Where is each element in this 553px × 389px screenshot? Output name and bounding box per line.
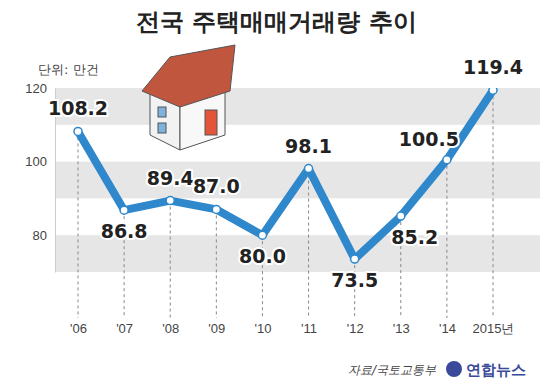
drop-line xyxy=(170,201,171,318)
marker xyxy=(120,206,128,214)
x-tick: '10 xyxy=(254,318,271,336)
x-tick: '11 xyxy=(301,318,317,336)
data-label: 80.0 xyxy=(239,245,286,267)
data-label: 98.1 xyxy=(285,135,332,157)
credit: 연합뉴스 xyxy=(466,361,526,379)
marker xyxy=(166,197,174,205)
y-tick: 80 xyxy=(33,228,55,243)
x-tick: '08 xyxy=(162,318,179,336)
data-labels: 108.2 86.8 89.487.0 80.0 98.1 73.5 85.2 100.5 11… xyxy=(48,56,523,291)
data-label: 73.5 xyxy=(331,269,378,291)
marker xyxy=(258,231,266,239)
x-tick-label: '14 xyxy=(439,321,456,336)
marker xyxy=(74,127,82,135)
x-tick: '07 xyxy=(116,318,133,336)
data-label: 108.2 xyxy=(48,97,108,119)
x-tick-label: '06 xyxy=(70,321,87,336)
grid xyxy=(55,88,540,272)
house-roof xyxy=(142,45,235,107)
x-tick-label: '10 xyxy=(254,321,271,336)
x-tick-label: '12 xyxy=(347,321,364,336)
x-tick-label: '13 xyxy=(393,321,410,336)
x-tick: '09 xyxy=(208,318,225,336)
marker xyxy=(212,205,220,213)
series-line xyxy=(78,90,493,259)
house-icon xyxy=(142,45,235,150)
drop-line xyxy=(308,169,309,318)
x-tick-label: '11 xyxy=(301,321,317,336)
y-tick: 120 xyxy=(25,81,55,96)
data-label: 100.5 xyxy=(399,128,459,150)
y-tick-label: 100 xyxy=(25,154,47,169)
x-tick: '14 xyxy=(439,318,456,336)
x-axis: '06 '07 '08 '09 '10 '11 '12 '13 '14 2015년 xyxy=(70,318,514,336)
y-tick-label: 120 xyxy=(25,81,47,96)
house-window xyxy=(158,123,166,133)
data-label: 87.0 xyxy=(193,175,240,197)
marker xyxy=(351,255,359,263)
y-tick: 100 xyxy=(25,154,55,169)
drop-line xyxy=(78,131,79,318)
x-tick: '12 xyxy=(347,318,364,336)
data-label: 85.2 xyxy=(391,226,438,248)
x-tick-label: '08 xyxy=(162,321,179,336)
data-label: 86.8 xyxy=(101,220,148,242)
x-tick: '13 xyxy=(393,318,410,336)
title: 전국 주택매매거래량 추이 xyxy=(136,8,417,36)
house-window xyxy=(158,107,166,117)
drop-lines xyxy=(78,90,493,318)
x-tick: 2015년 xyxy=(473,318,515,336)
data-label: 89.4 xyxy=(147,167,194,189)
marker xyxy=(397,212,405,220)
y-label: 단위: 만건 xyxy=(38,62,99,77)
marker xyxy=(305,165,313,173)
y-tick-label: 80 xyxy=(33,228,47,243)
marker xyxy=(443,156,451,164)
x-tick-label: '09 xyxy=(208,321,225,336)
house-door xyxy=(205,110,217,135)
marks xyxy=(74,88,497,263)
drop-line xyxy=(493,90,494,318)
grid-band xyxy=(55,88,540,125)
x-tick-label: '07 xyxy=(116,321,133,336)
x-tick-label: 2015년 xyxy=(473,321,515,336)
marker xyxy=(489,88,497,94)
data-label: 119.4 xyxy=(463,56,523,78)
x-tick: '06 xyxy=(70,318,87,336)
drop-line xyxy=(216,209,217,318)
drop-line xyxy=(446,160,447,318)
credit-logo xyxy=(446,361,462,377)
source: 자료/국토교통부 xyxy=(348,363,437,377)
